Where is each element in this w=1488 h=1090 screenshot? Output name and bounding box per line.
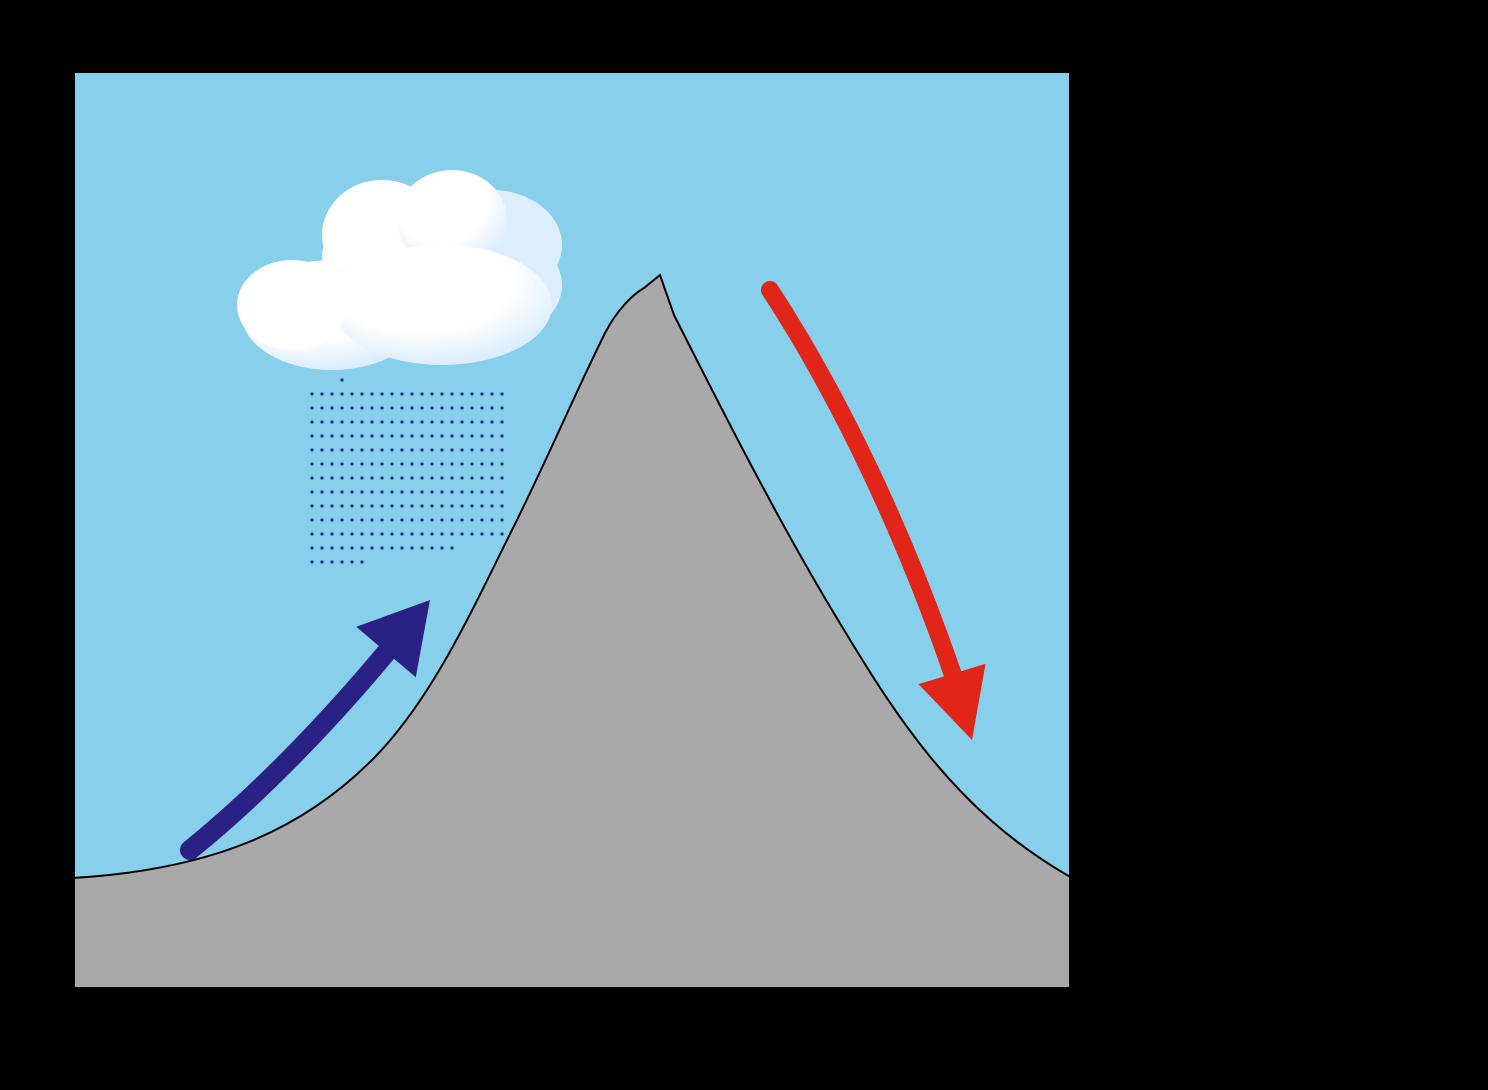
diagram-panel (72, 70, 1072, 990)
label-windward: 1 Windward (1090, 472, 1248, 507)
diagram-stage: 2 1 Windward 3 Leeward 4 Rain 6 5 (0, 0, 1488, 1090)
label-bottom-mid: 5 (556, 1022, 575, 1061)
label-leeward: 3 Leeward (1090, 512, 1230, 547)
label-bottom-right: 6 (1090, 990, 1109, 1029)
panel-svg (72, 70, 1072, 990)
label-top-right: 2 (1090, 66, 1109, 105)
label-rain: 4 Rain (1090, 552, 1177, 587)
